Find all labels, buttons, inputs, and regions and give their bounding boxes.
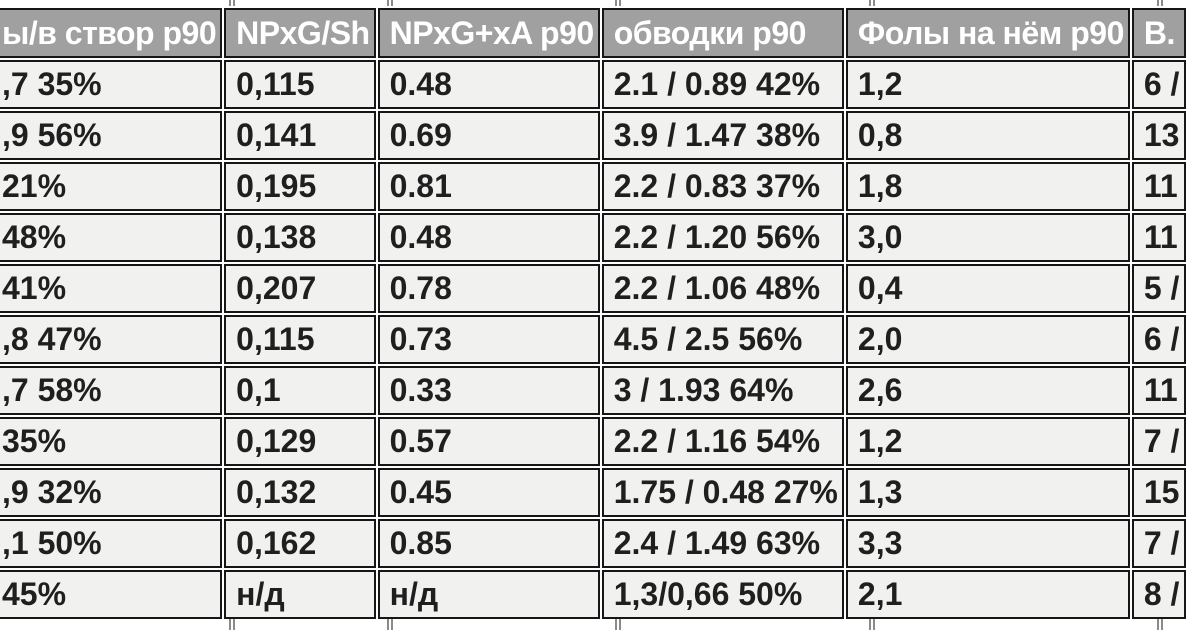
cell[interactable]: 1,2 [845,417,1130,466]
cell[interactable]: ,7 58% [0,366,223,415]
gridline-segment [869,619,875,630]
table-row: ,8 47% 0,115 0.73 4.5 / 2.5 56% 2,0 6 / [0,315,1186,364]
cell[interactable]: 1,3 [845,468,1130,517]
cell[interactable]: 1,3/0,66 50% [601,570,844,619]
cell[interactable]: 1,8 [845,162,1130,211]
column-header[interactable]: NPxG/Sh [224,8,376,58]
cell[interactable]: 0,4 [845,264,1130,313]
table-row: 45% н/д н/д 1,3/0,66 50% 2,1 8 / [0,570,1186,619]
column-header[interactable]: обводки p90 [601,8,844,58]
cell[interactable]: 0,132 [224,468,376,517]
column-header[interactable]: Фолы на нём p90 [845,8,1130,58]
cell[interactable]: 0,129 [224,417,376,466]
cell[interactable]: 13 [1131,111,1186,160]
cell[interactable]: 0,115 [224,60,376,109]
gridline-segment [387,619,393,630]
cell[interactable]: 0,138 [224,213,376,262]
header-row: ы/в створ p90 NPxG/Sh NPxG+xA p90 обводки p… [0,8,1186,58]
cell[interactable]: 0.73 [377,315,600,364]
cell[interactable]: 2.2 / 0.83 37% [601,162,844,211]
cell[interactable]: 0,195 [224,162,376,211]
cell[interactable]: 2,6 [845,366,1130,415]
cell[interactable]: 0.33 [377,366,600,415]
cell[interactable]: 8 / [1131,570,1186,619]
cell[interactable]: 2.4 / 1.49 63% [601,519,844,568]
cell[interactable]: 0,1 [224,366,376,415]
cell[interactable]: 0.69 [377,111,600,160]
cell[interactable]: 2.2 / 1.20 56% [601,213,844,262]
cell[interactable]: ,9 32% [0,468,223,517]
cell[interactable]: 0.78 [377,264,600,313]
cell[interactable]: 0.45 [377,468,600,517]
cell[interactable]: 35% [0,417,223,466]
table-row: 35% 0,129 0.57 2.2 / 1.16 54% 1,2 7 / [0,417,1186,466]
cell[interactable]: 3,3 [845,519,1130,568]
cell[interactable]: 3,0 [845,213,1130,262]
cell[interactable]: 0,8 [845,111,1130,160]
cell[interactable]: 5 / [1131,264,1186,313]
cell[interactable]: 2.2 / 1.06 48% [601,264,844,313]
table-row: ,7 35% 0,115 0.48 2.1 / 0.89 42% 1,2 6 / [0,60,1186,109]
table-row: 21% 0,195 0.81 2.2 / 0.83 37% 1,8 11 [0,162,1186,211]
cell[interactable]: ,8 47% [0,315,223,364]
cell[interactable]: 2,1 [845,570,1130,619]
gridline-segment [615,0,621,6]
cell[interactable]: 0,115 [224,315,376,364]
gridline-segment [869,0,875,6]
stats-table: ы/в створ p90 NPxG/Sh NPxG+xA p90 обводки p… [0,6,1188,621]
table-row: 48% 0,138 0.48 2.2 / 1.20 56% 3,0 11 [0,213,1186,262]
cell[interactable]: 2.2 / 1.16 54% [601,417,844,466]
cell[interactable]: 11 [1131,366,1186,415]
cell[interactable]: 0.81 [377,162,600,211]
cell[interactable]: 1.75 / 0.48 27% [601,468,844,517]
gridline-segment [1157,619,1163,630]
gridline-segment [229,0,235,6]
cell[interactable]: 6 / [1131,60,1186,109]
column-header[interactable]: NPxG+xA p90 [377,8,600,58]
table-row: ,9 32% 0,132 0.45 1.75 / 0.48 27% 1,3 15 [0,468,1186,517]
cell[interactable]: 3.9 / 1.47 38% [601,111,844,160]
cell[interactable]: н/д [377,570,600,619]
cell[interactable]: 45% [0,570,223,619]
cell[interactable]: 11 [1131,213,1186,262]
cell[interactable]: 2,0 [845,315,1130,364]
cell[interactable]: 0.85 [377,519,600,568]
gridline-segment [387,0,393,6]
cell[interactable]: 7 / [1131,417,1186,466]
cell[interactable]: 0.48 [377,60,600,109]
cell[interactable]: 3 / 1.93 64% [601,366,844,415]
cell[interactable]: н/д [224,570,376,619]
column-header[interactable]: ы/в створ p90 [0,8,223,58]
cell[interactable]: ,7 35% [0,60,223,109]
cell[interactable]: 2.1 / 0.89 42% [601,60,844,109]
cell[interactable]: 48% [0,213,223,262]
gridline-segment [229,619,235,630]
cell[interactable]: 0,141 [224,111,376,160]
cell[interactable]: 6 / [1131,315,1186,364]
table-row: ,1 50% 0,162 0.85 2.4 / 1.49 63% 3,3 7 / [0,519,1186,568]
cell[interactable]: 0.48 [377,213,600,262]
cell[interactable]: 41% [0,264,223,313]
cell[interactable]: 0.57 [377,417,600,466]
cell[interactable]: 11 [1131,162,1186,211]
cell[interactable]: 0,162 [224,519,376,568]
cell[interactable]: 15 [1131,468,1186,517]
gridline-segment [615,619,621,630]
column-header[interactable]: В. [1131,8,1186,58]
cell[interactable]: ,1 50% [0,519,223,568]
cell[interactable]: 21% [0,162,223,211]
cell[interactable]: 7 / [1131,519,1186,568]
cell[interactable]: 0,207 [224,264,376,313]
cell[interactable]: ,9 56% [0,111,223,160]
table-row: ,9 56% 0,141 0.69 3.9 / 1.47 38% 0,8 13 [0,111,1186,160]
cell[interactable]: 4.5 / 2.5 56% [601,315,844,364]
table-row: ,7 58% 0,1 0.33 3 / 1.93 64% 2,6 11 [0,366,1186,415]
table-body: ,7 35% 0,115 0.48 2.1 / 0.89 42% 1,2 6 /,9 56… [0,60,1186,619]
cell[interactable]: 1,2 [845,60,1130,109]
table-row: 41% 0,207 0.78 2.2 / 1.06 48% 0,4 5 / [0,264,1186,313]
gridline-segment [1157,0,1163,6]
